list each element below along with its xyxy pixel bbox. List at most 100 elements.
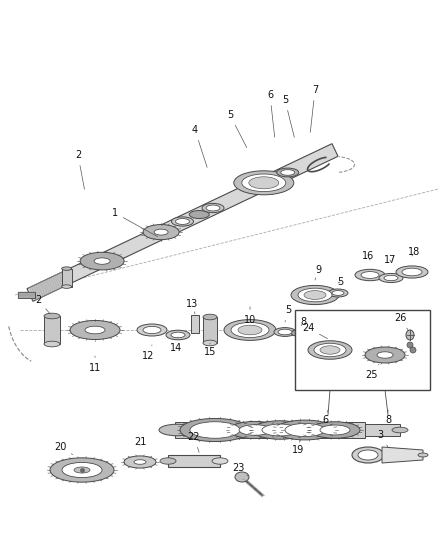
Text: 8: 8	[300, 317, 306, 327]
Ellipse shape	[277, 168, 299, 177]
Ellipse shape	[355, 269, 385, 281]
Ellipse shape	[249, 177, 279, 189]
Ellipse shape	[159, 424, 195, 436]
Ellipse shape	[202, 204, 224, 213]
Text: 5: 5	[227, 110, 247, 148]
Polygon shape	[62, 269, 71, 287]
Ellipse shape	[44, 313, 60, 319]
Text: 2: 2	[75, 150, 85, 189]
Text: 5: 5	[282, 95, 294, 138]
Ellipse shape	[304, 290, 326, 300]
Text: 9: 9	[315, 265, 321, 280]
Ellipse shape	[50, 458, 114, 482]
Ellipse shape	[252, 421, 308, 439]
Ellipse shape	[410, 347, 416, 353]
Text: 3: 3	[377, 430, 389, 448]
Text: 23: 23	[232, 463, 248, 476]
Ellipse shape	[379, 273, 403, 282]
Ellipse shape	[242, 174, 286, 191]
Ellipse shape	[320, 425, 350, 435]
Ellipse shape	[402, 268, 422, 276]
Ellipse shape	[384, 276, 398, 281]
Ellipse shape	[262, 424, 298, 436]
Ellipse shape	[361, 272, 379, 278]
Polygon shape	[18, 292, 35, 298]
Text: 25: 25	[366, 365, 378, 380]
Text: 26: 26	[394, 313, 408, 330]
Ellipse shape	[229, 422, 281, 439]
Ellipse shape	[172, 217, 194, 226]
Ellipse shape	[203, 340, 217, 346]
Text: 11: 11	[89, 356, 101, 373]
Ellipse shape	[239, 425, 271, 435]
Text: 5: 5	[337, 277, 343, 287]
Ellipse shape	[418, 453, 428, 457]
Text: 8: 8	[385, 410, 391, 425]
Ellipse shape	[70, 465, 94, 474]
Ellipse shape	[224, 320, 276, 341]
Ellipse shape	[332, 290, 344, 295]
Text: 6: 6	[322, 410, 328, 425]
Text: 18: 18	[408, 247, 420, 257]
Ellipse shape	[160, 458, 176, 464]
Ellipse shape	[166, 330, 190, 340]
Ellipse shape	[62, 463, 102, 478]
Text: 2: 2	[35, 295, 50, 314]
Polygon shape	[44, 316, 60, 344]
Ellipse shape	[62, 267, 71, 270]
Text: 21: 21	[134, 437, 146, 447]
Ellipse shape	[171, 332, 185, 338]
Ellipse shape	[124, 456, 156, 468]
Ellipse shape	[80, 252, 124, 270]
Polygon shape	[382, 447, 423, 463]
Ellipse shape	[281, 169, 295, 175]
Ellipse shape	[143, 326, 161, 334]
Text: 20: 20	[54, 442, 73, 455]
Ellipse shape	[328, 289, 348, 297]
Ellipse shape	[392, 427, 408, 433]
Text: 5: 5	[285, 305, 291, 322]
Ellipse shape	[291, 285, 339, 304]
Ellipse shape	[291, 329, 309, 336]
Bar	[295, 310, 430, 390]
Ellipse shape	[320, 346, 340, 354]
Ellipse shape	[189, 211, 209, 219]
Text: 19: 19	[292, 440, 304, 455]
Ellipse shape	[396, 266, 428, 278]
Ellipse shape	[358, 450, 378, 460]
Text: 12: 12	[142, 345, 154, 361]
Ellipse shape	[235, 472, 249, 482]
Ellipse shape	[314, 343, 346, 357]
Polygon shape	[168, 455, 220, 467]
Ellipse shape	[377, 352, 393, 358]
Polygon shape	[175, 422, 365, 438]
Text: 16: 16	[362, 251, 374, 261]
Ellipse shape	[176, 219, 190, 224]
Ellipse shape	[298, 288, 332, 302]
Polygon shape	[203, 317, 217, 343]
Ellipse shape	[352, 447, 384, 463]
Text: 6: 6	[267, 90, 275, 137]
Ellipse shape	[85, 326, 105, 334]
Ellipse shape	[203, 314, 217, 320]
Ellipse shape	[308, 341, 352, 359]
Ellipse shape	[190, 422, 240, 438]
Ellipse shape	[275, 420, 335, 440]
Ellipse shape	[234, 171, 294, 195]
Ellipse shape	[70, 320, 120, 340]
Text: 17: 17	[384, 255, 396, 265]
Ellipse shape	[44, 341, 60, 347]
Ellipse shape	[310, 422, 360, 438]
Text: 15: 15	[204, 343, 216, 357]
Ellipse shape	[212, 458, 228, 464]
Text: 10: 10	[244, 307, 256, 325]
Ellipse shape	[231, 322, 269, 337]
Ellipse shape	[154, 229, 168, 235]
Text: 7: 7	[310, 85, 318, 132]
Ellipse shape	[134, 460, 146, 464]
Ellipse shape	[365, 347, 405, 363]
Ellipse shape	[206, 205, 220, 211]
Ellipse shape	[406, 330, 414, 340]
Ellipse shape	[274, 328, 296, 336]
Polygon shape	[27, 144, 338, 301]
